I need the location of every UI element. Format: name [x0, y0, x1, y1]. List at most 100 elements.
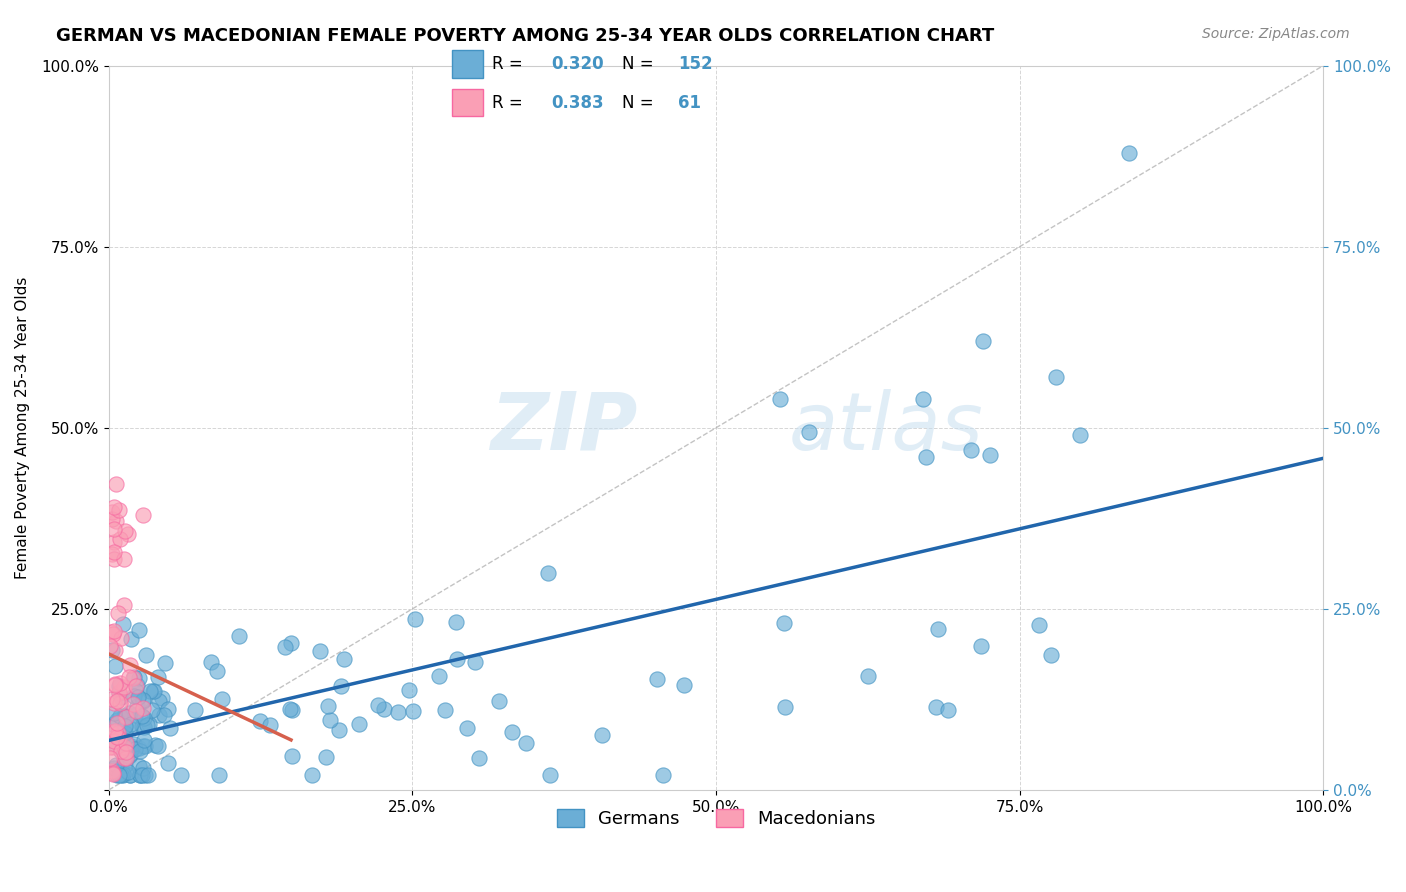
Point — [112, 598, 135, 612]
FancyBboxPatch shape — [453, 89, 484, 117]
Point — [433, 704, 456, 718]
Point — [114, 757, 136, 772]
Point — [141, 703, 163, 717]
Point — [110, 744, 132, 758]
Point — [121, 740, 143, 755]
Point — [129, 768, 152, 782]
Point — [103, 522, 125, 536]
Point — [108, 685, 131, 699]
Point — [120, 768, 142, 782]
Point — [200, 655, 222, 669]
Point — [112, 680, 135, 694]
Point — [387, 705, 409, 719]
Point — [515, 736, 537, 750]
Point — [114, 524, 136, 539]
Point — [858, 669, 880, 683]
Point — [773, 700, 796, 714]
Point — [101, 505, 124, 519]
Point — [1039, 648, 1062, 663]
Point — [1045, 370, 1067, 384]
Point — [146, 739, 169, 753]
Point — [143, 738, 166, 752]
Point — [107, 679, 129, 693]
Point — [107, 713, 129, 727]
Point — [274, 640, 297, 654]
Point — [107, 606, 129, 620]
Point — [211, 692, 233, 706]
Point — [972, 334, 994, 348]
Point — [108, 768, 131, 782]
Text: N =: N = — [623, 55, 659, 73]
Point — [98, 739, 121, 754]
Point — [112, 751, 135, 765]
Point — [101, 691, 124, 706]
Point — [111, 732, 134, 747]
Legend: Germans, Macedonians: Germans, Macedonians — [550, 801, 883, 835]
Point — [153, 657, 176, 671]
Point — [112, 752, 135, 766]
Point — [107, 726, 129, 740]
Point — [318, 713, 340, 727]
Point — [111, 763, 134, 777]
Point — [308, 644, 330, 658]
Point — [104, 739, 127, 753]
Point — [114, 708, 136, 723]
Point — [153, 708, 176, 723]
Point — [404, 612, 426, 626]
Point — [105, 715, 128, 730]
Point — [347, 716, 370, 731]
Point — [124, 738, 146, 752]
Point — [118, 749, 141, 764]
Point — [118, 706, 141, 721]
Point — [501, 724, 523, 739]
Point — [979, 448, 1001, 462]
Point — [111, 768, 134, 782]
Point — [105, 768, 128, 782]
Point — [112, 551, 135, 566]
Point — [591, 728, 613, 742]
Point — [281, 703, 304, 717]
Point — [769, 392, 792, 406]
Point — [772, 615, 794, 630]
Point — [128, 671, 150, 685]
Point — [101, 626, 124, 640]
Point — [446, 652, 468, 666]
Point — [128, 623, 150, 637]
Point — [105, 731, 128, 745]
Point — [101, 739, 124, 754]
Point — [112, 740, 135, 755]
Point — [110, 631, 132, 645]
Point — [132, 739, 155, 753]
Point — [103, 500, 125, 514]
Point — [101, 764, 124, 778]
Text: R =: R = — [492, 94, 529, 112]
Point — [315, 749, 337, 764]
Point — [118, 670, 141, 684]
Text: Source: ZipAtlas.com: Source: ZipAtlas.com — [1202, 27, 1350, 41]
Point — [98, 640, 121, 654]
Point — [120, 739, 142, 754]
Point — [103, 552, 125, 566]
Point — [134, 739, 156, 753]
Point — [259, 717, 281, 731]
Point — [398, 683, 420, 698]
Point — [329, 679, 352, 693]
Point — [127, 678, 149, 692]
Point — [280, 636, 302, 650]
Point — [1028, 618, 1050, 632]
Point — [108, 686, 131, 700]
Point — [464, 656, 486, 670]
Point — [156, 702, 179, 716]
Point — [104, 642, 127, 657]
Point — [101, 766, 124, 780]
Point — [125, 698, 148, 713]
Point — [134, 768, 156, 782]
Point — [128, 744, 150, 758]
Point — [100, 643, 122, 657]
Point — [249, 714, 271, 729]
Point — [122, 671, 145, 685]
Y-axis label: Female Poverty Among 25-34 Year Olds: Female Poverty Among 25-34 Year Olds — [15, 277, 30, 579]
Point — [124, 690, 146, 704]
Point — [128, 768, 150, 782]
Point — [108, 731, 131, 745]
